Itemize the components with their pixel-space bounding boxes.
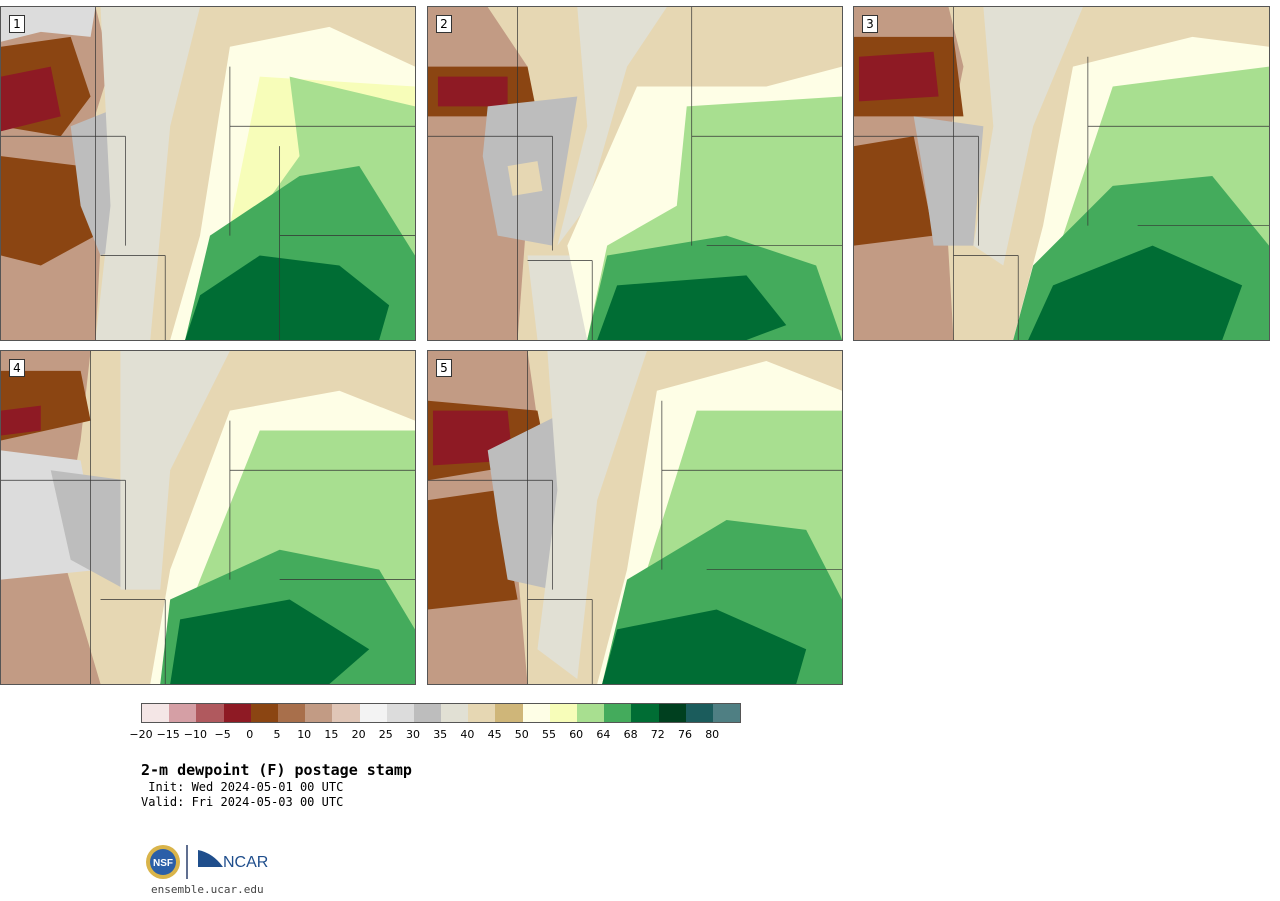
colorbar-swatch [549, 704, 577, 722]
colorbar-tick-label: 25 [378, 728, 393, 741]
colorbar-swatch [522, 704, 550, 722]
colorbar-tick-label: 80 [705, 728, 720, 741]
colorbar-swatch [441, 704, 469, 722]
colorbar-tick-label: 55 [542, 728, 556, 741]
colorbar-swatch [604, 704, 632, 722]
member-panel-4: 4 [0, 350, 416, 685]
colorbar-swatch [359, 704, 387, 722]
colorbar-swatch [712, 704, 741, 722]
colorbar-tick-labels: −20 −15 −10 −5 0 5 10 15 20 25 30 35 40 45 50 55 60 64 68 7… [129, 728, 755, 742]
nsf-ncar-logo: NSF NCAR [145, 843, 275, 881]
member-panel-2: 2 [427, 6, 843, 341]
panel-number: 4 [9, 359, 25, 377]
valid-time: Valid: Fri 2024-05-03 00 UTC [141, 795, 344, 809]
colorbar-swatch [142, 704, 170, 722]
dewpoint-map-2 [428, 7, 842, 340]
colorbar-tick-label: 72 [650, 728, 665, 741]
colorbar-tick-label: 0 [246, 728, 254, 741]
colorbar-tick-label: 45 [487, 728, 502, 741]
figure-title: 2-m dewpoint (F) postage stamp [141, 761, 412, 779]
svg-text:NCAR: NCAR [223, 854, 268, 871]
colorbar-swatch [196, 704, 224, 722]
dewpoint-map-3 [854, 7, 1269, 340]
colorbar-tick-label: −20 [129, 728, 153, 741]
colorbar-swatch [685, 704, 713, 722]
colorbar-tick-label: 76 [678, 728, 692, 741]
colorbar-swatch [468, 704, 496, 722]
colorbar-swatch [577, 704, 605, 722]
colorbar-swatch [413, 704, 442, 722]
colorbar-swatch [277, 704, 306, 722]
colorbar-tick-label: −5 [214, 728, 231, 741]
colorbar-swatch [332, 704, 360, 722]
panel-number: 1 [9, 15, 25, 33]
colorbar-tick-label: 5 [273, 728, 281, 741]
colorbar-tick-label: 64 [596, 728, 611, 741]
colorbar-tick-label: 30 [406, 728, 420, 741]
colorbar-tick-label: 35 [433, 728, 448, 741]
colorbar-swatch [631, 704, 659, 722]
colorbar-swatch [223, 704, 251, 722]
colorbar-tick-label: −10 [183, 728, 207, 741]
nsf-logo-icon: NSF [146, 845, 180, 879]
member-panel-3: 3 [853, 6, 1270, 341]
colorbar-tick-label: −15 [156, 728, 180, 741]
dewpoint-map-4 [1, 351, 415, 684]
member-panel-1: 1 [0, 6, 416, 341]
colorbar-tick-label: 60 [569, 728, 584, 741]
colorbar-swatch [658, 704, 686, 722]
colorbar-swatch [495, 704, 523, 722]
dewpoint-map-1 [1, 7, 415, 340]
ncar-logo-icon: NCAR [198, 850, 268, 871]
panel-number: 5 [436, 359, 452, 377]
colorbar-tick-label: 15 [324, 728, 339, 741]
colorbar-swatch [169, 704, 197, 722]
svg-text:NSF: NSF [153, 858, 173, 869]
colorbar-tick-label: 10 [297, 728, 312, 741]
colorbar-tick-label: 50 [514, 728, 529, 741]
colorbar-swatch [305, 704, 333, 722]
dewpoint-map-5 [428, 351, 842, 684]
colorbar-tick-label: 40 [460, 728, 475, 741]
colorbar-swatch [250, 704, 278, 722]
colorbar-tick-label: 68 [623, 728, 638, 741]
member-panel-5: 5 [427, 350, 843, 685]
website-link[interactable]: ensemble.ucar.edu [151, 883, 264, 896]
panel-number: 3 [862, 15, 878, 33]
colorbar-swatch [386, 704, 414, 722]
panel-number: 2 [436, 15, 452, 33]
init-time: Init: Wed 2024-05-01 00 UTC [141, 780, 344, 794]
dewpoint-colorbar [141, 703, 742, 723]
colorbar-tick-label: 20 [351, 728, 366, 741]
